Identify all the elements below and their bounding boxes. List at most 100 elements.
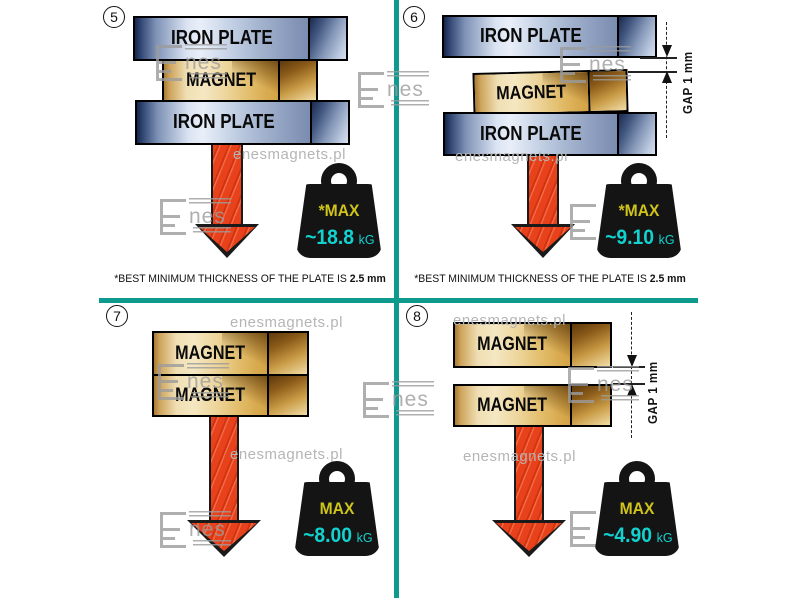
enes-logo-e-icon	[158, 363, 184, 400]
weight-unit: kG	[356, 531, 373, 545]
footnote: *BEST MINIMUM THICKNESS OF THE PLATE IS 2…	[108, 273, 393, 285]
enes-logo-lines-icon	[589, 46, 631, 54]
enes-logo-mid: nes	[589, 46, 631, 83]
enes-logo-lines-icon	[189, 511, 231, 519]
gap-dimension-line	[631, 312, 632, 438]
enes-logo-lines-icon	[193, 540, 231, 548]
gap-arrow-down-icon	[627, 355, 637, 367]
enes-logo-nes: nes	[392, 388, 429, 411]
weight-body: *MAX ~18.8 kG	[296, 184, 382, 258]
gap-reference-line	[628, 71, 677, 73]
magnet-side	[570, 324, 610, 366]
enes-logo-watermark: nes	[363, 381, 434, 418]
arrow-head-fill	[515, 227, 571, 252]
magnet-block-top: MAGNET	[453, 322, 612, 368]
weight-body: MAX ~8.00 kG	[294, 482, 380, 556]
magnet-side	[278, 61, 316, 100]
weight-icon: MAX ~8.00 kG	[294, 461, 380, 557]
footnote-text: *BEST MINIMUM THICKNESS OF THE PLATE IS	[114, 273, 347, 285]
enes-logo-lines-icon	[392, 381, 434, 389]
iron-plate-bottom: IRON PLATE	[443, 112, 657, 156]
enes-logo-lines-icon	[593, 75, 631, 83]
site-watermark: enesmagnets.pl	[230, 314, 343, 331]
enes-logo-nes: nes	[187, 370, 224, 393]
site-watermark: enesmagnets.pl	[233, 146, 346, 163]
gap-label: GAP 1 mm	[645, 361, 660, 424]
weight-value-number: ~9.10	[605, 226, 655, 249]
enes-logo-lines-icon	[187, 363, 229, 371]
iron-plate-label: IRON PLATE	[480, 122, 582, 145]
enes-logo-lines-icon	[185, 44, 227, 52]
enes-logo-watermark: nes	[158, 363, 229, 400]
enes-logo-lines-icon	[601, 395, 639, 403]
gap-reference-line	[640, 57, 677, 59]
site-watermark: enesmagnets.pl	[230, 446, 343, 463]
weight-value-number: ~18.8	[305, 226, 355, 249]
arrow-shaft	[211, 145, 243, 228]
enes-logo-lines-icon	[387, 71, 429, 79]
enes-logo-mid: nes	[189, 511, 231, 548]
gap-reference-line	[613, 383, 645, 385]
footnote-text: *BEST MINIMUM THICKNESS OF THE PLATE IS	[414, 273, 647, 285]
enes-logo-lines-icon	[396, 410, 434, 418]
weight-icon: *MAX ~9.10 kG	[596, 163, 682, 259]
enes-logo-lines-icon	[191, 392, 229, 400]
enes-logo-lines-icon	[193, 227, 231, 235]
panel-7-number: 7	[106, 305, 128, 327]
enes-logo-nes: nes	[597, 373, 634, 396]
panel-6-number: 6	[403, 6, 425, 28]
weight-value: ~8.00 kG	[294, 524, 380, 548]
arrow-head	[511, 224, 575, 258]
magnet-side	[267, 376, 307, 415]
enes-logo-e-icon	[160, 511, 186, 548]
enes-logo-watermark: nes	[570, 203, 641, 240]
arrow-head-fill	[496, 523, 562, 551]
weight-value: ~4.90 kG	[594, 524, 680, 548]
enes-logo-mid: nes	[189, 198, 231, 235]
iron-plate-top: IRON PLATE	[442, 15, 657, 58]
footnote-bold: 2.5 mm	[649, 273, 686, 285]
weight-body: *MAX ~9.10 kG	[596, 184, 682, 258]
weight-unit: kG	[658, 233, 675, 247]
arrow-shaft	[209, 417, 239, 524]
enes-logo-watermark: nes	[570, 510, 641, 547]
enes-logo-watermark: nes	[560, 46, 631, 83]
enes-logo-e-icon	[560, 46, 586, 83]
magnet-label: MAGNET	[496, 81, 567, 104]
enes-logo-nes: nes	[189, 205, 226, 228]
enes-logo-watermark: nes	[568, 366, 639, 403]
enes-logo-watermark: nes	[156, 44, 227, 81]
weight-unit: kG	[656, 531, 673, 545]
weight-icon: *MAX ~18.8 kG	[296, 163, 382, 259]
arrow-shaft	[514, 427, 544, 524]
enes-logo-watermark: nes	[160, 511, 231, 548]
enes-logo-mid: nes	[597, 366, 639, 403]
enes-logo-e-icon	[570, 203, 596, 240]
footnote-bold: 2.5 mm	[349, 273, 386, 285]
weight-value-number: ~8.00	[303, 524, 353, 547]
gap-label: GAP 1 mm	[680, 51, 695, 114]
iron-plate-face: IRON PLATE	[445, 114, 617, 154]
iron-plate-side	[310, 102, 348, 143]
iron-plate-label: IRON PLATE	[172, 111, 275, 133]
magnet-label: MAGNET	[477, 334, 548, 355]
enes-logo-lines-icon	[597, 366, 639, 374]
gap-arrow-up-icon	[662, 71, 672, 83]
weight-icon: MAX ~4.90 kG	[594, 461, 680, 557]
gap-arrow-down-icon	[662, 45, 672, 57]
iron-plate-label: IRON PLATE	[170, 27, 273, 49]
magnet-label: MAGNET	[477, 394, 548, 416]
weight-value: ~18.8 kG	[296, 226, 382, 250]
gap-arrow-up-icon	[627, 384, 637, 396]
enes-logo-e-icon	[363, 381, 389, 418]
weight-max-label: MAX	[619, 499, 655, 518]
enes-logo-nes: nes	[189, 518, 226, 541]
footnote: *BEST MINIMUM THICKNESS OF THE PLATE IS 2…	[408, 273, 693, 285]
panel-5-number: 5	[103, 6, 125, 28]
enes-logo-e-icon	[358, 71, 384, 108]
pull-force-arrow-icon	[492, 427, 566, 557]
arrow-shaft	[527, 156, 559, 228]
iron-plate-side	[308, 18, 346, 59]
weight-unit: kG	[358, 233, 375, 247]
enes-logo-mid: nes	[392, 381, 434, 418]
